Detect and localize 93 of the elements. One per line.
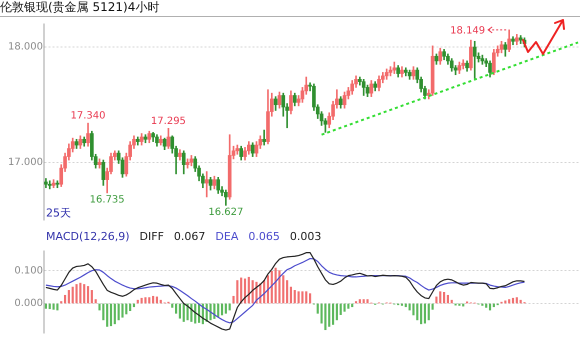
bar (248, 276, 250, 304)
bar (520, 300, 522, 304)
bar (309, 293, 312, 304)
bar (121, 304, 124, 318)
bar (508, 299, 510, 304)
text: 0.003 (290, 230, 322, 243)
text: DEA (215, 230, 238, 243)
bar (443, 292, 446, 304)
bar (305, 291, 308, 304)
bar (125, 304, 128, 314)
bar (132, 304, 136, 308)
bar (228, 304, 231, 310)
bar (420, 304, 422, 324)
bar (424, 304, 426, 324)
y-tick-label: 0.100 (14, 265, 43, 276)
bar (351, 304, 354, 308)
bar (324, 304, 326, 330)
bar (194, 304, 196, 324)
chart-title: 伦敦银现(贵金属 5121)4小时 (0, 0, 160, 14)
bar (90, 290, 93, 304)
bar (240, 278, 242, 304)
bar (110, 304, 112, 326)
text: 18.149 (450, 25, 486, 36)
bar (290, 286, 292, 304)
bar (224, 304, 227, 314)
bar (129, 304, 132, 312)
bar (439, 291, 442, 304)
bar (106, 304, 108, 327)
chart-title: MACD(12,26,9) (46, 230, 130, 243)
bar (488, 304, 492, 310)
bar (516, 297, 518, 304)
text: 0.067 (174, 230, 206, 243)
bar (220, 304, 224, 316)
bar (52, 304, 55, 310)
bar (298, 291, 300, 304)
bar (72, 286, 74, 304)
bar (343, 304, 346, 312)
bar (148, 297, 150, 304)
bar (86, 286, 90, 304)
text: 16.627 (208, 206, 244, 218)
annotation: 25天 (46, 206, 71, 220)
text: DIFF (140, 230, 164, 243)
bar (48, 304, 51, 310)
bar (79, 282, 82, 304)
bar (404, 304, 407, 308)
text: 0.065 (248, 230, 280, 243)
bar (152, 296, 154, 304)
bar (358, 299, 361, 304)
bar (428, 304, 430, 320)
bar (294, 290, 296, 304)
bar (492, 304, 495, 308)
bar (75, 284, 78, 304)
y-tick-label: 17.000 (8, 156, 43, 168)
bar (236, 280, 238, 304)
bar (182, 304, 185, 322)
text: 17.340 (70, 110, 106, 122)
bar (114, 304, 116, 324)
y-tick-label: 0.000 (14, 298, 43, 310)
bar (328, 304, 330, 327)
bar (462, 304, 464, 306)
text: 17.295 (150, 116, 186, 127)
bar (446, 294, 449, 304)
bar (512, 298, 514, 304)
bar (118, 304, 120, 320)
bar (336, 304, 338, 320)
bar (136, 300, 139, 304)
bar (44, 304, 47, 309)
bar (362, 299, 365, 304)
bar (156, 296, 158, 304)
bar (217, 304, 220, 317)
bar (83, 284, 86, 304)
bar (64, 294, 66, 304)
bar (175, 304, 178, 314)
bar (320, 304, 323, 324)
bar (160, 300, 162, 304)
bar (301, 291, 304, 304)
bar (178, 304, 181, 319)
y-tick-label: 18.000 (8, 42, 43, 53)
bar (144, 297, 147, 304)
bar (347, 304, 350, 309)
bar (232, 296, 235, 304)
bar (140, 298, 143, 304)
bar (332, 304, 334, 325)
bar (408, 304, 411, 310)
bar (98, 304, 101, 310)
bar (504, 300, 506, 304)
bar (56, 304, 58, 310)
bar (68, 290, 70, 304)
bar (416, 304, 418, 320)
bar (366, 299, 369, 304)
bar (485, 304, 488, 308)
bar (270, 271, 273, 304)
text: 16.735 (90, 194, 125, 206)
